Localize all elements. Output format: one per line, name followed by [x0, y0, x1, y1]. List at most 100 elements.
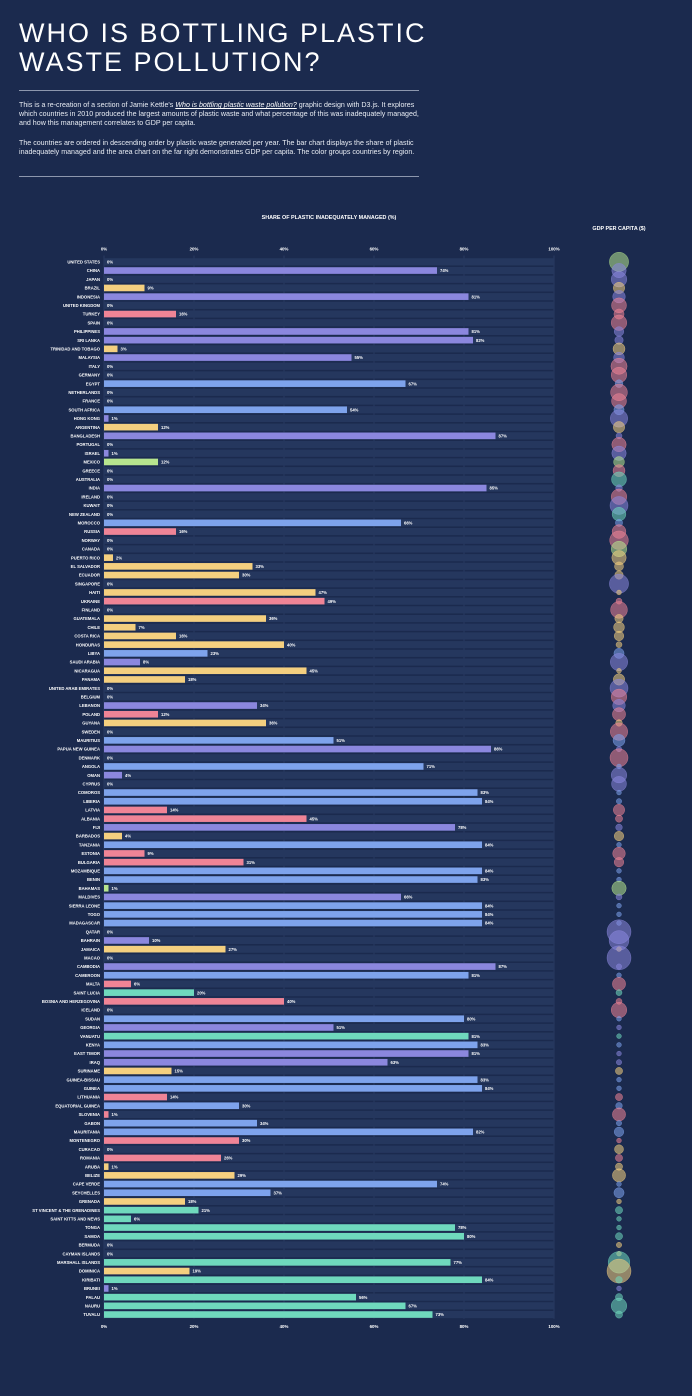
bar [104, 528, 176, 535]
value-label: 55% [355, 355, 364, 360]
gdp-bubble [615, 641, 623, 648]
bar [104, 867, 482, 875]
value-label: 85% [490, 486, 499, 491]
row-band [104, 554, 554, 562]
country-label: DENMARK [79, 755, 100, 760]
country-label: AUSTRALIA [76, 477, 100, 482]
value-label: 78% [458, 825, 467, 830]
gdp-bubble [614, 1144, 624, 1154]
bar [104, 1119, 257, 1127]
value-label: 34% [260, 1121, 269, 1126]
value-label: 0% [107, 373, 113, 378]
value-label: 73% [436, 1312, 445, 1317]
value-label: 12% [161, 425, 170, 430]
country-label: JAPAN [86, 277, 100, 282]
value-label: 36% [269, 616, 278, 621]
value-label: 0% [107, 320, 113, 325]
country-label: SUDAN [85, 1016, 100, 1021]
gdp-bubble [613, 421, 625, 434]
gdp-bubble [615, 823, 623, 831]
value-label: 84% [485, 868, 494, 873]
bar [104, 458, 158, 466]
country-label: SEYCHELLES [72, 1190, 100, 1195]
row-band [104, 954, 554, 962]
bar [104, 850, 145, 857]
bar [104, 589, 316, 596]
bar [104, 328, 469, 335]
value-label: 0% [107, 729, 113, 734]
country-label: BAHAMAS [79, 886, 101, 891]
country-label: NEW ZEALAND [69, 512, 100, 517]
bar [104, 971, 469, 979]
value-label: 0% [107, 581, 113, 586]
value-label: 18% [188, 1199, 197, 1204]
row-band [104, 1119, 554, 1127]
row-band [104, 493, 554, 501]
value-label: 66% [404, 895, 413, 900]
bar [104, 702, 257, 709]
intro-paragraph: This is a re-creation of a section of Ja… [19, 101, 419, 127]
bar [104, 1189, 271, 1197]
source-link[interactable]: Who is bottling plastic waste pollution? [175, 101, 297, 109]
row-band [104, 945, 554, 953]
row-band [104, 284, 554, 292]
gdp-bubble [616, 1024, 622, 1031]
gdp-bubble [616, 1242, 622, 1248]
country-label: BELIZE [85, 1173, 100, 1178]
bar [104, 876, 478, 883]
gdp-bubble [615, 814, 623, 823]
row-band [104, 1267, 554, 1275]
value-label: 29% [238, 1173, 247, 1178]
country-label: MEXICO [83, 460, 100, 465]
country-label: LIBYA [88, 651, 100, 656]
bar [104, 432, 496, 440]
row-band [104, 1241, 554, 1249]
bar [104, 310, 176, 318]
bar [104, 797, 482, 805]
value-label: 20% [197, 990, 206, 995]
bar [104, 1041, 478, 1049]
country-label: NETHERLANDS [68, 390, 100, 395]
row-band [104, 475, 554, 483]
row-band [104, 1189, 554, 1197]
row-band [104, 536, 554, 544]
country-label: CAYMAN ISLANDS [62, 1251, 100, 1256]
bar [104, 449, 109, 457]
value-label: 0% [107, 303, 113, 308]
value-label: 7% [139, 625, 145, 630]
value-label: 0% [107, 503, 113, 508]
country-label: ICELAND [81, 1008, 100, 1013]
value-label: 67% [409, 1303, 418, 1308]
gdp-bubble [616, 1042, 622, 1048]
gdp-bubble [616, 798, 622, 805]
value-label: 1% [112, 886, 118, 891]
bar [104, 1198, 185, 1205]
gdp-bubble [610, 1002, 628, 1019]
row-band [104, 989, 554, 997]
country-label: BAHRAIN [81, 938, 100, 943]
country-label: UKRAINE [81, 599, 100, 604]
bar [104, 1102, 239, 1110]
bar [104, 745, 491, 753]
bar [104, 824, 455, 831]
value-label: 84% [485, 799, 494, 804]
gdp-bubble [616, 1181, 622, 1187]
bar [104, 1111, 109, 1118]
country-label: CAMBODIA [77, 964, 100, 969]
country-label: EGYPT [86, 381, 101, 386]
bar [104, 1172, 235, 1179]
row-band [104, 275, 554, 283]
country-label: VANUATU [80, 1034, 100, 1039]
row-band [104, 719, 554, 727]
bar [104, 998, 284, 1005]
bar [104, 963, 496, 970]
bar [104, 710, 158, 718]
value-label: 33% [256, 564, 265, 569]
country-label: OMAN [87, 773, 100, 778]
row-band [104, 1102, 554, 1110]
country-label: DOMINICA [79, 1269, 100, 1274]
value-label: 87% [499, 433, 508, 438]
country-label: TANZANIA [79, 842, 100, 847]
value-label: 14% [170, 1095, 179, 1100]
country-label: EAST TIMOR [74, 1051, 100, 1056]
